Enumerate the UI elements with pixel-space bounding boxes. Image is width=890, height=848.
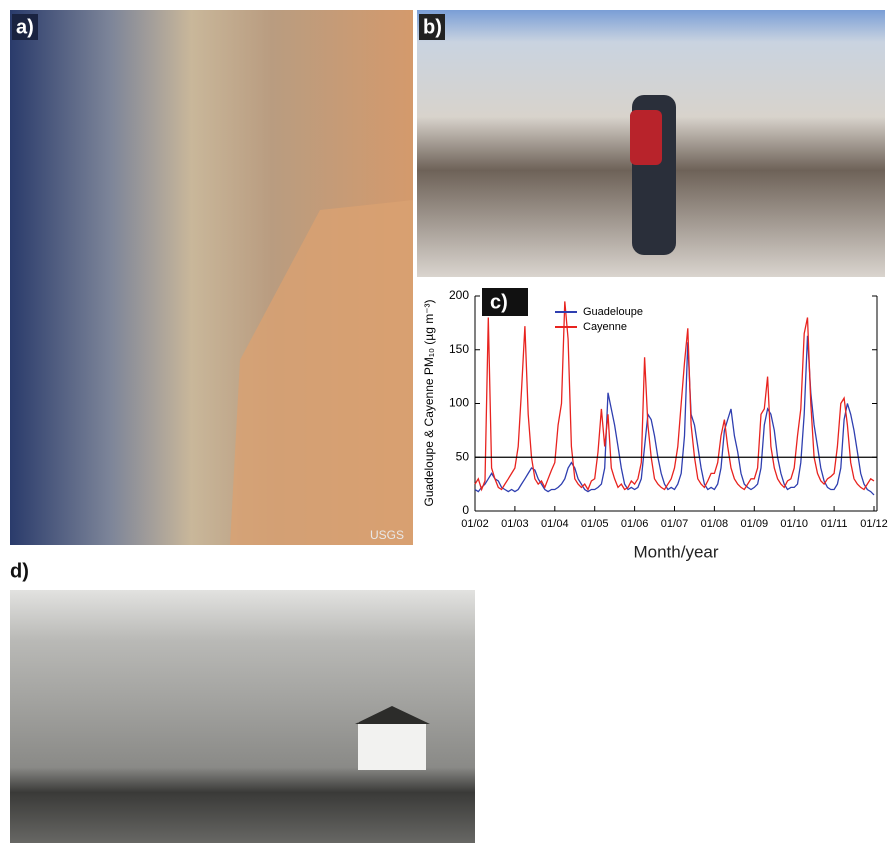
y-tick-label: 200: [449, 288, 469, 302]
x-tick-label: 01/02: [461, 518, 489, 530]
x-tick-label: 01/10: [780, 518, 808, 530]
chart: c) Guadeloupe & Cayenne PM₁₀ (µg m⁻³) Mo…: [422, 288, 888, 561]
panel-label: d): [10, 560, 29, 582]
x-tick-label: 01/09: [741, 518, 769, 530]
series-line: [475, 336, 874, 495]
x-axis-label: Month/year: [633, 542, 718, 561]
legend-label: Cayenne: [583, 321, 627, 333]
x-tick-label: 01/06: [621, 518, 649, 530]
y-tick-label: 100: [449, 396, 469, 410]
y-tick-label: 150: [449, 342, 469, 356]
legend-label: Guadeloupe: [583, 306, 643, 318]
x-tick-label: 01/03: [501, 518, 529, 530]
y-tick-label: 0: [462, 503, 469, 517]
photo-credit: USGS: [370, 528, 404, 542]
panel-label: c): [490, 291, 508, 313]
x-tick-label: 01/08: [701, 518, 729, 530]
panel-label: b): [423, 16, 442, 38]
series-line: [475, 301, 874, 489]
x-tick-label: 01/04: [541, 518, 569, 530]
panel-label: a): [16, 16, 34, 38]
x-tick-label: 01/07: [661, 518, 689, 530]
x-tick-label: 01/11: [821, 518, 848, 530]
x-tick-label: 01/12: [860, 518, 888, 530]
y-axis-label: Guadeloupe & Cayenne PM₁₀ (µg m⁻³): [422, 299, 436, 506]
page: {"panels": {"a": {"label": "a)", "credit…: [0, 0, 890, 843]
x-tick-label: 01/05: [581, 518, 609, 530]
y-tick-label: 50: [456, 449, 470, 463]
backpack: [630, 110, 662, 165]
house: [358, 722, 426, 770]
figure: a) USGS b) d) c) Guadeloupe & Cayenne PM…: [0, 0, 890, 843]
